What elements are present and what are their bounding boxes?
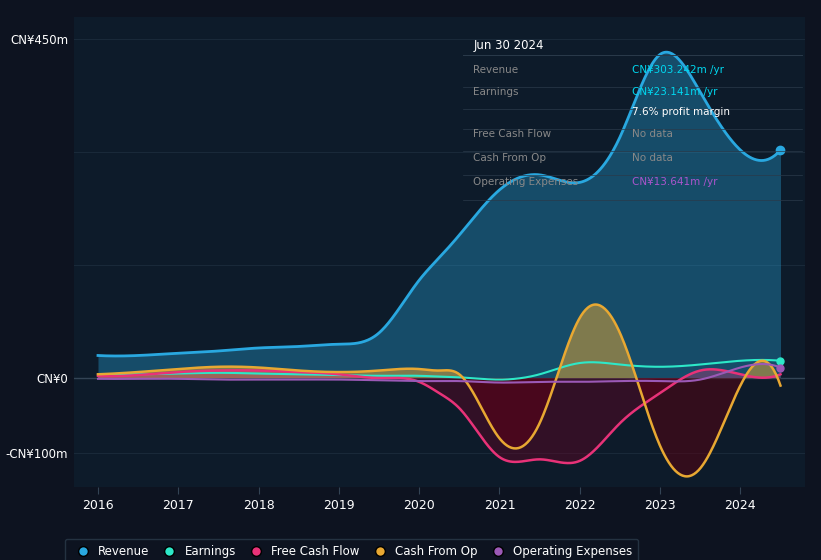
Text: CN¥303.242m /yr: CN¥303.242m /yr [632, 64, 724, 74]
Text: CN¥13.641m /yr: CN¥13.641m /yr [632, 178, 718, 188]
Text: No data: No data [632, 129, 673, 139]
Text: 7.6% profit margin: 7.6% profit margin [632, 107, 730, 117]
Text: Earnings: Earnings [474, 87, 519, 97]
Text: Free Cash Flow: Free Cash Flow [474, 129, 552, 139]
Text: Cash From Op: Cash From Op [474, 153, 546, 164]
Text: Jun 30 2024: Jun 30 2024 [474, 39, 544, 52]
Legend: Revenue, Earnings, Free Cash Flow, Cash From Op, Operating Expenses: Revenue, Earnings, Free Cash Flow, Cash … [65, 539, 638, 560]
Text: No data: No data [632, 153, 673, 164]
Text: Revenue: Revenue [474, 64, 518, 74]
Text: CN¥23.141m /yr: CN¥23.141m /yr [632, 87, 718, 97]
Text: Operating Expenses: Operating Expenses [474, 178, 579, 188]
